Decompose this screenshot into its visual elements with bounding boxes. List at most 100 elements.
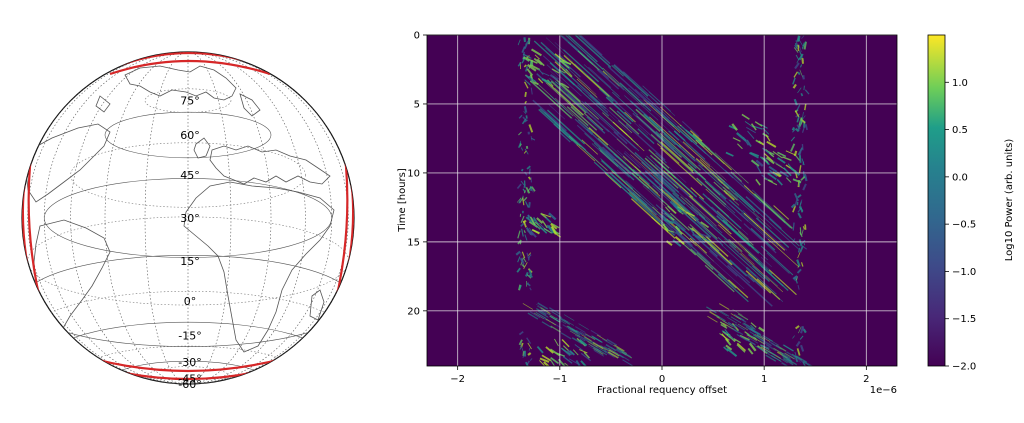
heatmap-streak [792, 222, 795, 231]
heatmap-streak [799, 149, 802, 156]
heatmap-streak [662, 224, 669, 231]
heatmap-streak [581, 334, 592, 342]
heatmap-streak [785, 177, 792, 183]
heatmap-streak [725, 221, 769, 261]
heatmap-streak [569, 330, 581, 338]
latitude-label: 45° [180, 169, 200, 182]
heatmap-streak [520, 343, 524, 352]
heatmap-streak [682, 141, 711, 167]
heatmap-streak [798, 165, 802, 174]
heatmap-streak [523, 105, 528, 113]
heatmap-streak [562, 49, 600, 83]
heatmap-streak [799, 335, 804, 340]
heatmap-streak [797, 87, 802, 94]
heatmap-streak [517, 230, 521, 239]
heatmap-streak [772, 160, 783, 167]
coastline-arctic [124, 65, 237, 101]
heatmap-streak [529, 216, 536, 226]
heatmap-streak [709, 250, 738, 277]
heatmap-streak [767, 172, 777, 181]
heatmap-streak [747, 130, 755, 139]
heatmap-streak [536, 217, 544, 224]
heatmap-streak [642, 85, 672, 112]
heatmap-streak [737, 231, 754, 246]
heatmap-streak [782, 156, 792, 162]
heatmap-streak [733, 338, 741, 344]
heatmap-streak [523, 262, 528, 270]
heatmap-streak [549, 348, 561, 357]
heatmap-streak [669, 200, 678, 209]
heatmap-streak [677, 209, 684, 215]
heatmap-streak [602, 104, 629, 129]
heatmap-streak [776, 178, 783, 186]
heatmap-streak [545, 346, 554, 354]
heatmap-streak [649, 116, 695, 159]
heatmap-streak [575, 326, 586, 333]
heatmap-streak [560, 60, 572, 65]
heatmap-streak [579, 349, 588, 354]
heatmap-streak [800, 239, 806, 245]
heatmap-streak [737, 323, 749, 331]
heatmap-streak [525, 186, 531, 194]
heatmap-streak [574, 63, 618, 104]
heatmap-streak [797, 252, 801, 259]
heatmap-streak [796, 104, 801, 111]
y-tick-label: 10 [407, 168, 420, 179]
heatmap-streak [650, 154, 677, 179]
heatmap-streak [617, 82, 659, 121]
heatmap-streak [538, 68, 544, 75]
heatmap-streak [612, 121, 628, 136]
heatmap-streak [524, 234, 528, 241]
heatmap-streak [596, 68, 620, 90]
heatmap-streak [567, 349, 574, 356]
heatmap-streak [606, 338, 618, 346]
heatmap-streak [634, 88, 670, 121]
heatmap-streak [690, 248, 714, 270]
heatmap-streak [790, 136, 796, 142]
heatmap-streak [743, 213, 758, 227]
heatmap-streak [723, 346, 729, 352]
heatmap-streak [517, 62, 522, 67]
heatmap-streak [773, 205, 790, 220]
heatmap-streak [562, 345, 570, 352]
heatmap-streak [607, 65, 650, 105]
heatmap-streak [534, 54, 540, 60]
latitude-label: 15° [180, 255, 200, 268]
heatmap-streak [796, 259, 801, 267]
heatmap-streak [550, 95, 572, 115]
heatmap-streak [577, 334, 588, 342]
coastline-uk [193, 137, 211, 159]
heatmap-streak [681, 120, 700, 137]
heatmap-streak [740, 212, 779, 247]
latitude-label: 75° [180, 95, 200, 108]
heatmap-streak [546, 109, 586, 145]
heatmap-streak [801, 35, 805, 39]
heatmap-streak [583, 64, 620, 98]
heatmap-streak [526, 165, 531, 170]
heatmap-streak [759, 340, 771, 347]
heatmap-streak [544, 79, 584, 116]
heatmap-streak [797, 71, 801, 76]
heatmap-streak [675, 228, 682, 236]
heatmap-streak [700, 221, 710, 229]
heatmap-streak [647, 178, 681, 209]
heatmap-streak [624, 95, 641, 111]
heatmap-streak [777, 157, 786, 164]
heatmap-streak [698, 213, 737, 249]
heatmap-streak [761, 156, 769, 164]
heatmap-streak [549, 315, 560, 323]
heatmap-streak [563, 36, 606, 75]
x-axis-label: Fractional requency offset [597, 385, 727, 396]
heatmap-streak [611, 347, 622, 354]
heatmap-streak [524, 148, 529, 155]
heatmap-streak [763, 153, 774, 162]
heatmap-streak [548, 104, 566, 120]
coastline-europe [209, 145, 331, 185]
colorbar-tick-label: −2.0 [952, 362, 976, 373]
heatmap-streak [755, 178, 761, 186]
colorbar-gradient [927, 34, 946, 367]
heatmap-streak [527, 187, 531, 193]
heatmap-streak [530, 48, 542, 57]
heatmap-streak [798, 50, 803, 58]
heatmap-streak [596, 348, 608, 356]
